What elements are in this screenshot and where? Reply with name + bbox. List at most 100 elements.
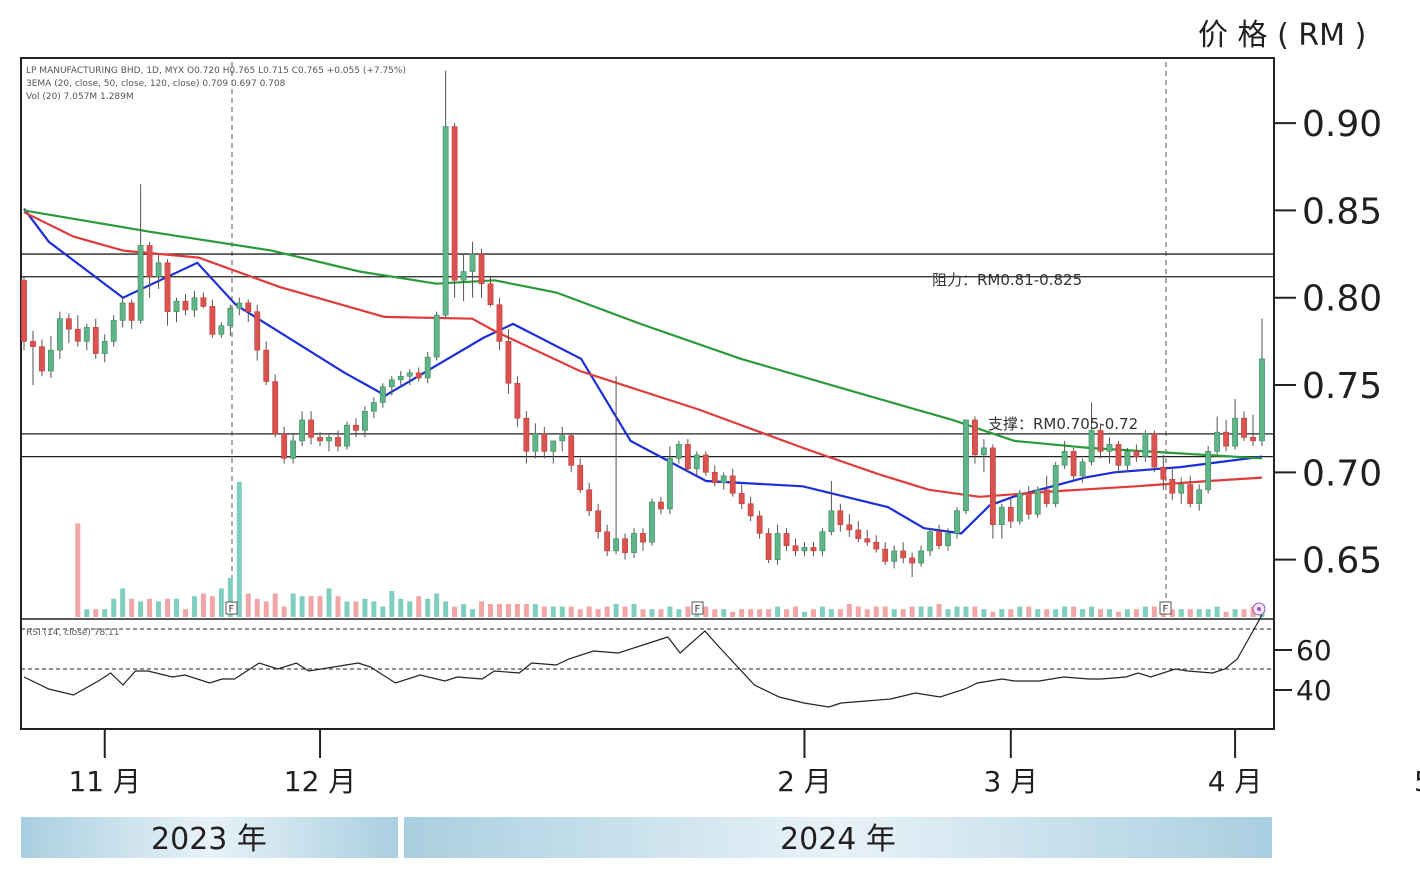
volume-bar — [254, 598, 260, 617]
candle-body — [48, 349, 54, 372]
x-tick-label: 4 月 — [1208, 765, 1263, 798]
candle-body — [1043, 489, 1050, 505]
candle-body — [1034, 489, 1041, 515]
candle-body — [1187, 484, 1194, 505]
volume-bar — [1098, 609, 1104, 617]
candlestick — [918, 545, 925, 567]
candle-body — [1088, 430, 1095, 463]
candle-body — [335, 437, 341, 447]
earnings-marker: F — [691, 601, 704, 615]
volume-bar — [586, 606, 592, 617]
candle-body — [738, 492, 745, 505]
candlestick — [442, 70, 449, 319]
candle-body — [442, 126, 449, 316]
candlestick — [882, 542, 889, 565]
candlestick — [92, 318, 99, 359]
candle-body — [640, 533, 646, 543]
support-label: 支撑：RM0.705-0.72 — [988, 415, 1138, 433]
volume-bar — [532, 604, 538, 617]
candle-body — [819, 531, 826, 552]
volume-bar — [120, 588, 126, 617]
candle-body — [702, 454, 709, 473]
volume-bar — [416, 596, 422, 617]
candle-body — [622, 538, 628, 553]
candlestick — [30, 330, 36, 386]
candlestick — [1187, 475, 1194, 508]
x-tick-label: 12 月 — [284, 765, 357, 798]
volume-bar — [918, 606, 924, 617]
candle-body — [577, 465, 584, 491]
candle-body — [379, 386, 386, 403]
volume-bar — [541, 606, 547, 617]
candle-body — [245, 302, 252, 312]
y-tick-label: 0.80 — [1302, 279, 1382, 320]
candle-body — [487, 283, 494, 305]
candle-body — [397, 375, 404, 381]
candlestick — [433, 311, 440, 361]
svg-text:F: F — [1163, 604, 1169, 615]
candle-body — [344, 424, 350, 447]
candlestick — [954, 507, 960, 539]
volume-bar — [730, 611, 736, 617]
candlestick — [1151, 430, 1158, 473]
volume-bar — [407, 601, 413, 617]
volume-bar — [1187, 609, 1193, 617]
candle-body — [541, 433, 548, 452]
candle-body — [765, 533, 772, 560]
volume-bar — [981, 609, 987, 617]
candlestick — [128, 299, 135, 330]
candlestick — [1232, 398, 1238, 450]
volume-bar — [766, 609, 772, 617]
candlestick — [21, 276, 27, 351]
ema50-line — [23, 211, 1263, 498]
candlestick — [622, 533, 628, 560]
candle-body — [559, 435, 566, 442]
svg-text:F: F — [229, 604, 235, 615]
rsi-tick-label: 40 — [1296, 674, 1332, 707]
volume-bar — [452, 606, 458, 617]
candle-body — [281, 433, 288, 459]
volume-bar — [595, 609, 601, 617]
candlestick — [810, 542, 817, 557]
volume-bar — [1035, 609, 1041, 617]
candle-body — [792, 545, 799, 552]
volume-bar — [1089, 606, 1095, 617]
volume-bar — [775, 606, 781, 617]
volume-bar — [703, 606, 709, 617]
candlestick — [774, 524, 781, 565]
volume-bar — [84, 609, 90, 617]
candle-body — [1007, 506, 1014, 522]
volume-bar — [1017, 606, 1023, 617]
volume-bar — [954, 606, 960, 617]
candle-body — [128, 302, 135, 321]
candle-body — [317, 437, 323, 442]
candle-body — [361, 410, 368, 431]
candle-body — [101, 341, 108, 354]
candlestick — [568, 433, 575, 473]
volume-bar — [165, 598, 171, 617]
candle-body — [649, 501, 655, 543]
candlestick — [397, 371, 404, 387]
candle-body — [1124, 451, 1131, 466]
candlestick — [361, 405, 368, 438]
candle-body — [891, 550, 898, 562]
candle-body — [756, 515, 763, 534]
candlestick — [747, 496, 754, 522]
candlestick — [119, 295, 126, 328]
volume-bar — [191, 596, 197, 617]
candlestick — [290, 433, 297, 464]
candle-body — [846, 524, 853, 531]
candle-body — [110, 320, 117, 342]
candle-body — [74, 328, 81, 342]
candle-body — [308, 419, 314, 438]
volume-bar — [990, 611, 996, 617]
candle-body — [1232, 417, 1238, 447]
volume-bar — [147, 598, 153, 617]
candle-body — [1016, 492, 1023, 522]
candlestick — [729, 468, 736, 497]
candle-body — [595, 510, 602, 532]
candlestick — [801, 542, 808, 557]
volume-bar — [156, 601, 162, 617]
volume-bar — [505, 604, 511, 617]
candle-body — [711, 472, 718, 484]
